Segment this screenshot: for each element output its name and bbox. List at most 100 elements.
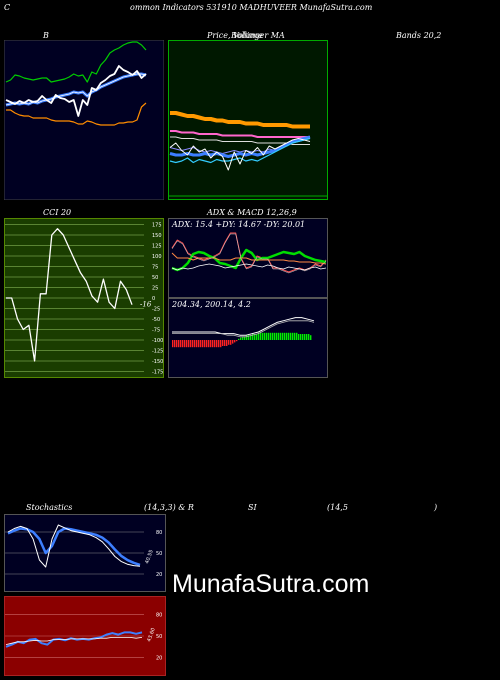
macd-histogram-bar bbox=[264, 332, 266, 340]
stochastics-chart: 80 50 20 40.55 bbox=[4, 514, 166, 592]
macd-histogram-bar bbox=[236, 340, 238, 342]
stoch-title-d: (14,5 bbox=[327, 503, 348, 512]
macd-values-label: 204.34, 200.14, 4.2 bbox=[171, 300, 251, 309]
macd-histogram-bar bbox=[204, 340, 206, 348]
price-chart bbox=[168, 40, 328, 200]
volume-title: Volume bbox=[233, 31, 263, 40]
macd-histogram-bar bbox=[234, 340, 236, 343]
cci-tick-label: 50 bbox=[152, 275, 158, 281]
macd-histogram-bar bbox=[286, 332, 288, 340]
watermark: MunafaSutra.com bbox=[172, 570, 370, 598]
bollinger-ma-title: Bollinger MA bbox=[231, 31, 285, 40]
price-panel bbox=[168, 40, 328, 200]
rsi-panel: 80 50 20 43.60 bbox=[4, 596, 166, 676]
macd-histogram-bar bbox=[260, 332, 262, 340]
stoch-tick-label: 50 bbox=[156, 551, 162, 557]
adx-grey-line bbox=[171, 233, 327, 274]
macd-histogram-bar bbox=[176, 340, 178, 348]
macd-histogram-bar bbox=[296, 332, 298, 340]
macd-histogram-bar bbox=[190, 340, 192, 348]
macd-histogram-bar bbox=[186, 340, 188, 348]
cci-tick-label: 150 bbox=[152, 233, 162, 239]
macd-histogram-bar bbox=[224, 340, 226, 346]
macd-histogram-bar bbox=[178, 340, 180, 348]
stoch-k-line bbox=[7, 524, 141, 568]
macd-histogram-bar bbox=[300, 334, 302, 340]
macd-histogram-bar bbox=[184, 340, 186, 348]
rsi-side-label: 43.60 bbox=[146, 627, 157, 643]
cci-tick-label: -100 bbox=[152, 338, 163, 344]
macd-histogram-bar bbox=[272, 332, 274, 340]
macd-histogram-bar bbox=[310, 335, 312, 340]
macd-line bbox=[172, 317, 315, 336]
rsi-average-line bbox=[5, 637, 143, 645]
macd-histogram-bar bbox=[298, 334, 300, 340]
macd-histogram-bar bbox=[256, 334, 258, 340]
header-left: C bbox=[4, 3, 11, 12]
adx-title: ADX & MACD 12,26,9 bbox=[207, 208, 297, 217]
cci-tick-label: -50 bbox=[152, 317, 160, 323]
macd-histogram-bar bbox=[282, 332, 284, 340]
adx-plus-di-red bbox=[171, 232, 327, 273]
header-center: ommon Indicators 531910 MADHUVEER Munafa… bbox=[130, 3, 373, 12]
cci-tick-label: 100 bbox=[152, 254, 162, 260]
macd-histogram-bar bbox=[194, 340, 196, 348]
rsi-tick-label: 50 bbox=[156, 634, 162, 640]
macd-histogram-bar bbox=[238, 338, 240, 340]
macd-histogram-bar bbox=[174, 340, 176, 348]
cci-title: CCI 20 bbox=[43, 208, 72, 217]
macd-histogram-bar bbox=[274, 332, 276, 340]
macd-histogram-bar bbox=[212, 340, 214, 348]
macd-histogram-bar bbox=[198, 340, 200, 348]
macd-histogram-bar bbox=[172, 340, 174, 348]
bollinger-middle-highlight bbox=[5, 73, 147, 106]
macd-histogram-bar bbox=[276, 332, 278, 340]
macd-histogram-bar bbox=[216, 340, 218, 348]
macd-histogram-bar bbox=[240, 337, 242, 340]
stoch-title-a: Stochastics bbox=[26, 503, 73, 512]
cci-tick-label: -125 bbox=[152, 349, 163, 355]
macd-histogram-bar bbox=[250, 335, 252, 340]
macd-histogram-bar bbox=[302, 334, 304, 340]
macd-histogram-bar bbox=[182, 340, 184, 348]
macd-histogram-bar bbox=[268, 332, 270, 340]
stoch-tick-label: 80 bbox=[156, 530, 162, 536]
cci-last-value: -16 bbox=[140, 301, 152, 309]
macd-histogram-bar bbox=[210, 340, 212, 348]
macd-histogram-bar bbox=[232, 340, 234, 344]
cci-tick-label: -25 bbox=[152, 307, 160, 313]
macd-histogram-bar bbox=[288, 332, 290, 340]
macd-histogram-bar bbox=[220, 340, 222, 348]
macd-histogram-bar bbox=[262, 332, 264, 340]
cci-tick-label: -175 bbox=[152, 370, 163, 376]
macd-histogram-bar bbox=[218, 340, 220, 348]
macd-histogram-bar bbox=[244, 336, 246, 340]
price-ma-cyan bbox=[169, 137, 311, 164]
macd-histogram-bar bbox=[180, 340, 182, 348]
cci-tick-label: -75 bbox=[152, 328, 160, 334]
macd-histogram-bar bbox=[200, 340, 202, 348]
price-ma-blue bbox=[169, 135, 311, 158]
macd-histogram-bar bbox=[258, 332, 260, 340]
macd-histogram-bar bbox=[290, 332, 292, 340]
stoch-d-line bbox=[7, 527, 141, 567]
macd-histogram-bar bbox=[280, 332, 282, 340]
macd-chart: 204.34, 200.14, 4.2 bbox=[168, 298, 328, 378]
macd-histogram-bar bbox=[306, 334, 308, 340]
stoch-title-e: ) bbox=[434, 503, 438, 512]
macd-histogram-bar bbox=[304, 334, 306, 340]
stoch-tick-label: 20 bbox=[156, 572, 162, 578]
adx-minus-di-green bbox=[171, 248, 327, 272]
macd-histogram-bar bbox=[278, 332, 280, 340]
cci-line bbox=[6, 228, 133, 362]
macd-histogram-bar bbox=[252, 334, 254, 340]
rsi-tick-label: 80 bbox=[156, 612, 162, 618]
macd-panel: 204.34, 200.14, 4.2 bbox=[168, 298, 328, 378]
rsi-chart: 80 50 20 43.60 bbox=[4, 596, 166, 676]
adx-orange-line bbox=[171, 252, 327, 265]
macd-histogram-bar bbox=[242, 336, 244, 340]
price-line bbox=[169, 138, 311, 171]
cci-tick-label: 125 bbox=[152, 244, 162, 250]
cci-panel: 175 150 125 100 75 50 25 0 -25 -50 -75 -100 -125 -150… bbox=[4, 218, 164, 378]
stochastics-panel: 80 50 20 40.55 bbox=[4, 514, 166, 592]
